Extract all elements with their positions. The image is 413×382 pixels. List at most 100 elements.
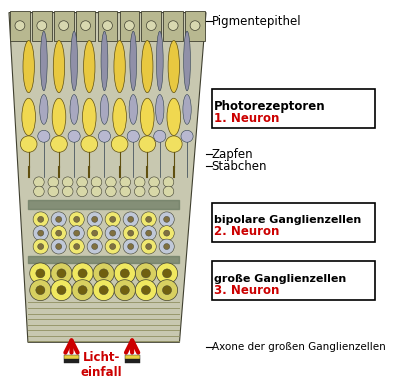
Bar <box>64 355 79 359</box>
Circle shape <box>163 177 174 187</box>
Circle shape <box>33 177 44 187</box>
Ellipse shape <box>83 98 96 136</box>
Circle shape <box>33 186 44 197</box>
Ellipse shape <box>130 31 137 91</box>
Circle shape <box>99 286 108 295</box>
FancyBboxPatch shape <box>212 89 375 128</box>
Circle shape <box>87 239 102 254</box>
Bar <box>125 359 140 363</box>
FancyBboxPatch shape <box>212 202 375 242</box>
Circle shape <box>141 239 156 254</box>
Circle shape <box>87 226 102 241</box>
Bar <box>142 11 161 40</box>
Ellipse shape <box>22 98 36 136</box>
Circle shape <box>72 263 93 284</box>
Circle shape <box>98 130 111 142</box>
Circle shape <box>57 269 66 278</box>
Ellipse shape <box>157 31 163 91</box>
Circle shape <box>93 263 114 284</box>
Ellipse shape <box>167 98 180 136</box>
Circle shape <box>164 244 170 249</box>
Circle shape <box>159 226 174 241</box>
Bar <box>164 11 183 40</box>
Circle shape <box>33 212 48 227</box>
Ellipse shape <box>40 94 48 124</box>
Circle shape <box>141 286 150 295</box>
Ellipse shape <box>71 31 78 91</box>
Circle shape <box>124 21 134 31</box>
Circle shape <box>149 186 159 197</box>
Circle shape <box>51 280 72 301</box>
Circle shape <box>93 280 114 301</box>
Bar <box>185 11 205 40</box>
Circle shape <box>48 177 59 187</box>
Circle shape <box>114 280 135 301</box>
Circle shape <box>74 230 80 236</box>
Ellipse shape <box>142 40 153 93</box>
Circle shape <box>51 239 66 254</box>
Text: Photorezeptoren: Photorezeptoren <box>214 100 326 113</box>
Ellipse shape <box>168 40 180 93</box>
Circle shape <box>20 136 37 152</box>
Circle shape <box>92 230 98 236</box>
Text: Zapfen: Zapfen <box>212 148 253 161</box>
Circle shape <box>141 212 156 227</box>
Ellipse shape <box>100 94 109 124</box>
Circle shape <box>102 21 112 31</box>
Ellipse shape <box>52 98 66 136</box>
Circle shape <box>123 239 138 254</box>
Ellipse shape <box>114 40 125 93</box>
Circle shape <box>166 136 182 152</box>
Circle shape <box>51 136 67 152</box>
Circle shape <box>106 186 116 197</box>
Circle shape <box>37 21 47 31</box>
FancyBboxPatch shape <box>212 261 375 300</box>
Circle shape <box>68 130 80 142</box>
Circle shape <box>69 226 84 241</box>
Bar <box>120 11 139 40</box>
Circle shape <box>154 130 166 142</box>
Polygon shape <box>9 13 206 342</box>
Circle shape <box>38 130 50 142</box>
Circle shape <box>72 280 93 301</box>
Circle shape <box>135 280 157 301</box>
Text: große Ganglienzellen: große Ganglienzellen <box>214 274 347 283</box>
Circle shape <box>87 212 102 227</box>
Circle shape <box>77 177 88 187</box>
Circle shape <box>146 216 152 222</box>
Circle shape <box>78 286 87 295</box>
Circle shape <box>141 269 150 278</box>
Circle shape <box>128 230 134 236</box>
Circle shape <box>111 136 128 152</box>
Bar <box>64 359 79 363</box>
Bar <box>76 11 95 40</box>
Circle shape <box>123 212 138 227</box>
Ellipse shape <box>113 98 126 136</box>
Ellipse shape <box>101 31 108 91</box>
Circle shape <box>134 186 145 197</box>
Circle shape <box>164 216 170 222</box>
Circle shape <box>128 216 134 222</box>
Circle shape <box>77 186 88 197</box>
Circle shape <box>91 186 102 197</box>
Circle shape <box>105 226 120 241</box>
Circle shape <box>30 280 51 301</box>
Text: Licht-
einfall: Licht- einfall <box>81 351 123 379</box>
Circle shape <box>120 286 129 295</box>
Circle shape <box>92 216 98 222</box>
Circle shape <box>110 216 116 222</box>
Circle shape <box>56 244 62 249</box>
Circle shape <box>51 263 72 284</box>
Circle shape <box>69 239 84 254</box>
Ellipse shape <box>184 31 190 91</box>
Ellipse shape <box>83 40 95 93</box>
Circle shape <box>92 244 98 249</box>
Ellipse shape <box>156 94 164 124</box>
Circle shape <box>164 230 170 236</box>
Ellipse shape <box>70 94 78 124</box>
Circle shape <box>146 230 152 236</box>
Circle shape <box>59 21 69 31</box>
Circle shape <box>56 230 62 236</box>
Circle shape <box>56 216 62 222</box>
Bar <box>10 11 30 40</box>
